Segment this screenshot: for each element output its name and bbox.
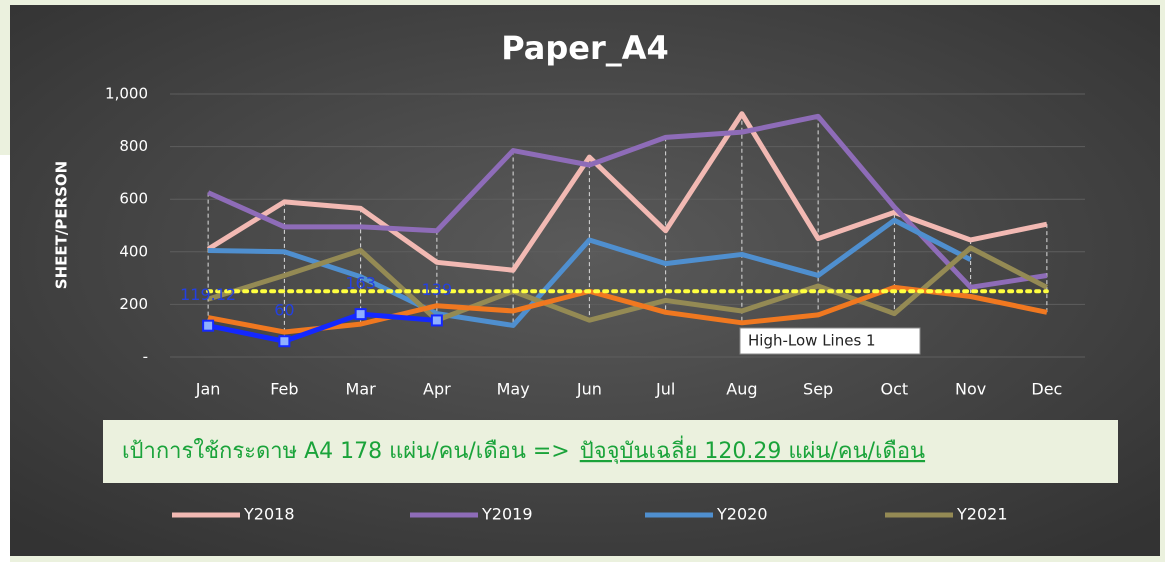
y-axis-label: SHEET/PERSON xyxy=(53,161,71,289)
legend-label: Y2018 xyxy=(243,505,295,524)
page-edge xyxy=(0,155,10,562)
x-tick-label: Oct xyxy=(881,380,909,399)
y-tick-label: 1,000 xyxy=(105,85,148,103)
data-label: 60 xyxy=(274,301,294,320)
x-tick-label: Apr xyxy=(423,380,451,399)
y-tick-label: 800 xyxy=(119,137,148,155)
series-line xyxy=(207,284,1048,335)
banner: เป้าการใช้กระดาษ A4 178 แผ่น/คน/เดือน =>… xyxy=(122,435,925,464)
y-tick-label: 400 xyxy=(119,242,148,260)
legend-label: Y2021 xyxy=(956,505,1008,524)
banner-underlined: ปัจจุบันเฉลี่ย 120.29 แผ่น/คน/เดือน xyxy=(580,435,925,464)
marker xyxy=(430,314,443,327)
legend: Y2018 Y2019 Y2020 Y2021 xyxy=(172,505,1008,524)
x-tick-label: Jul xyxy=(655,380,675,399)
banner-box xyxy=(103,420,1118,483)
x-tick-label: Mar xyxy=(346,380,377,399)
x-tick-label: Aug xyxy=(726,380,757,399)
data-label: 163 xyxy=(345,274,376,293)
plot: 119.12 60 163 139 xyxy=(180,111,1049,348)
annotation: High-Low Lines 1 xyxy=(748,332,876,350)
x-tick-label: May xyxy=(497,380,530,399)
legend-label: Y2019 xyxy=(481,505,533,524)
x-tick-label: Feb xyxy=(270,380,298,399)
marker xyxy=(202,319,215,332)
data-label: 139 xyxy=(422,280,453,299)
y-tick-label: 200 xyxy=(119,295,148,313)
series-line xyxy=(207,113,1048,290)
x-tick-label: Dec xyxy=(1031,380,1062,399)
x-tick-label: Jan xyxy=(195,380,221,399)
annotation-box xyxy=(739,327,921,355)
y-tick-label: 600 xyxy=(119,190,148,208)
marker xyxy=(278,335,291,348)
marker xyxy=(354,308,367,321)
x-tick-label: Sep xyxy=(803,380,833,399)
x-tick-label: Nov xyxy=(955,380,986,399)
data-label: 119.12 xyxy=(180,285,236,304)
banner-text: เป้าการใช้กระดาษ A4 178 แผ่น/คน/เดือน => xyxy=(122,438,570,464)
series-line xyxy=(208,217,972,328)
grid: - 200 400 600 800 1,000 Jan Feb Mar Apr May Jun Jul A… xyxy=(105,85,1085,399)
chart-title: Paper_A4 xyxy=(501,29,669,67)
x-tick-label: Jun xyxy=(576,380,602,399)
series-line xyxy=(207,311,438,344)
series-line xyxy=(207,245,1049,323)
legend-label: Y2020 xyxy=(716,505,768,524)
y-tick-label: - xyxy=(143,348,148,366)
